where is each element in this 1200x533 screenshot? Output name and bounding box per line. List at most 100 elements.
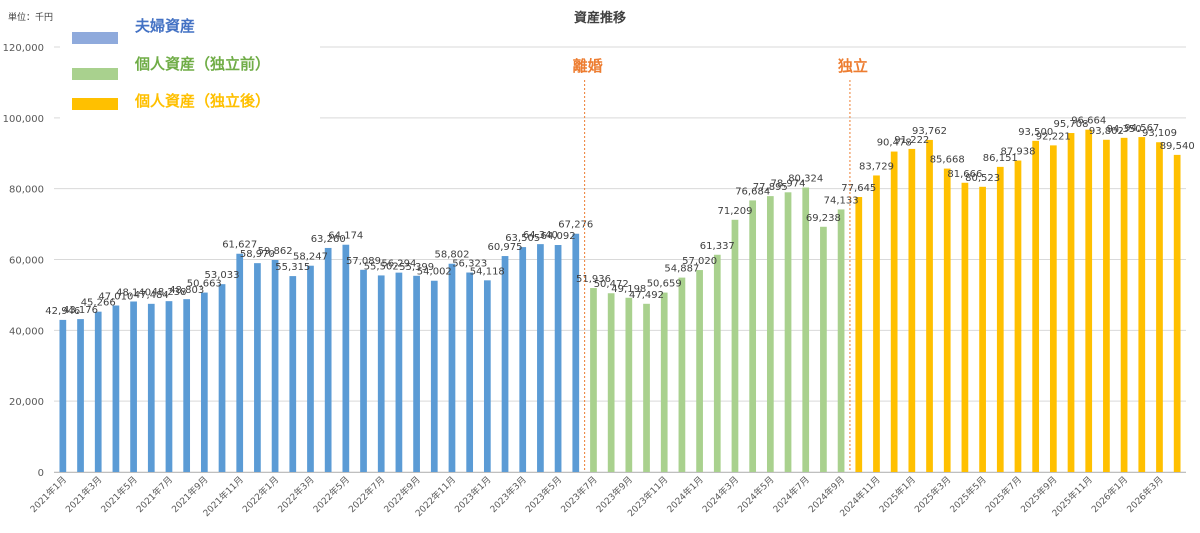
- data-label: 63,260: [311, 234, 346, 245]
- bar-after: [1138, 137, 1146, 472]
- bar-couple: [466, 272, 474, 472]
- bar-couple: [413, 275, 420, 472]
- data-label: 56,323: [452, 259, 487, 270]
- bar-before: [660, 292, 668, 472]
- bar-after: [1049, 145, 1057, 472]
- bar-before: [802, 187, 810, 472]
- bar-before: [607, 293, 615, 472]
- legend: 夫婦資産 個人資産（独立前） 個人資産（独立後）: [72, 17, 270, 110]
- x-tick-label: 2021年7月: [134, 474, 175, 515]
- data-label: 54,118: [470, 266, 505, 277]
- bar-couple: [483, 280, 491, 472]
- y-tick-label: 100,000: [3, 114, 44, 125]
- data-label: 48,238: [152, 287, 187, 298]
- data-label: 71,209: [718, 206, 753, 217]
- bar-before: [766, 196, 774, 472]
- bar-couple: [377, 275, 385, 472]
- legend-swatch-couple: [72, 32, 118, 44]
- bar-couple: [430, 280, 438, 472]
- data-label: 50,472: [594, 279, 629, 290]
- data-label: 93,109: [1142, 128, 1177, 139]
- data-label: 77,645: [841, 183, 876, 194]
- data-label: 59,862: [258, 246, 293, 257]
- legend-swatch-before: [72, 68, 118, 80]
- bar-before: [643, 303, 650, 472]
- data-label: 64,174: [328, 231, 363, 242]
- data-label: 93,762: [912, 126, 947, 137]
- x-axis: 2021年1月2021年3月2021年5月2021年7月2021年9月2021年…: [27, 474, 1165, 520]
- bar-before: [713, 254, 721, 472]
- x-tick-label: 2022年5月: [310, 474, 351, 515]
- bar-couple: [501, 256, 509, 472]
- x-tick-label: 2024年5月: [735, 474, 776, 515]
- legend-label-before: 個人資産（独立前）: [134, 55, 270, 73]
- data-label: 94,350: [1107, 124, 1142, 135]
- bar-after: [908, 148, 916, 473]
- bar-after: [1120, 137, 1128, 472]
- bar-after: [890, 151, 898, 472]
- event-markers: 離婚 独立: [573, 57, 868, 472]
- data-label: 56,294: [381, 259, 416, 270]
- data-label: 86,151: [983, 153, 1018, 164]
- bar-after: [979, 186, 986, 472]
- event-label: 独立: [838, 57, 868, 75]
- bar-couple: [448, 263, 456, 472]
- data-label: 47,010: [98, 292, 133, 303]
- data-label: 61,337: [700, 241, 735, 252]
- bar-after: [873, 175, 880, 472]
- y-tick-label: 120,000: [3, 43, 44, 54]
- data-label: 85,668: [930, 155, 965, 166]
- data-label: 49,198: [611, 284, 646, 295]
- data-label: 42,946: [45, 306, 80, 317]
- bar-couple: [183, 299, 191, 472]
- data-label: 77,895: [753, 182, 788, 193]
- data-label: 63,505: [505, 233, 540, 244]
- bar-couple: [112, 305, 120, 472]
- data-label: 67,276: [558, 220, 593, 231]
- x-tick-label: 2024年7月: [770, 474, 811, 515]
- bar-before: [820, 226, 827, 472]
- data-label: 48,140: [116, 288, 151, 299]
- bar-couple: [130, 301, 137, 472]
- bar-couple: [254, 263, 261, 472]
- data-label: 74,133: [824, 195, 859, 206]
- x-tick-label: 2023年7月: [558, 474, 599, 515]
- bar-before: [696, 270, 703, 472]
- data-label: 93,802: [1089, 126, 1124, 137]
- data-label: 69,238: [806, 213, 841, 224]
- bar-couple: [537, 244, 544, 472]
- bar-after: [1032, 140, 1040, 472]
- bar-couple: [307, 265, 314, 472]
- bar-after: [1085, 129, 1093, 472]
- bar-after: [1173, 154, 1181, 472]
- bar-couple: [342, 244, 350, 472]
- bar-couple: [59, 319, 67, 472]
- data-labels: 42,94643,17645,26647,01048,14047,48448,2…: [45, 116, 1194, 317]
- data-label: 47,484: [134, 290, 169, 301]
- x-tick-label: 2026年1月: [1089, 474, 1130, 515]
- x-tick-label: 2023年5月: [523, 474, 564, 515]
- data-label: 48,803: [169, 285, 204, 296]
- x-tick-label: 2024年3月: [700, 474, 741, 515]
- bar-before: [625, 297, 633, 472]
- data-label: 78,974: [771, 178, 806, 189]
- data-label: 95,708: [1054, 119, 1089, 130]
- x-tick-label: 2026年3月: [1124, 474, 1165, 515]
- bar-after: [926, 139, 933, 472]
- data-label: 45,266: [81, 298, 116, 309]
- bar-after: [1067, 133, 1075, 472]
- data-label: 90,478: [877, 138, 912, 149]
- x-tick-label: 2024年1月: [664, 474, 705, 515]
- bar-before: [590, 288, 597, 472]
- data-label: 58,247: [293, 252, 328, 263]
- x-tick-label: 2023年3月: [487, 474, 528, 515]
- bar-after: [1014, 160, 1022, 473]
- bar-couple: [218, 284, 226, 472]
- data-label: 54,002: [417, 267, 452, 278]
- data-label: 60,975: [488, 242, 523, 253]
- bar-couple: [289, 276, 297, 472]
- data-label: 61,627: [222, 240, 257, 251]
- data-label: 96,664: [1071, 116, 1106, 127]
- bar-before: [749, 200, 757, 472]
